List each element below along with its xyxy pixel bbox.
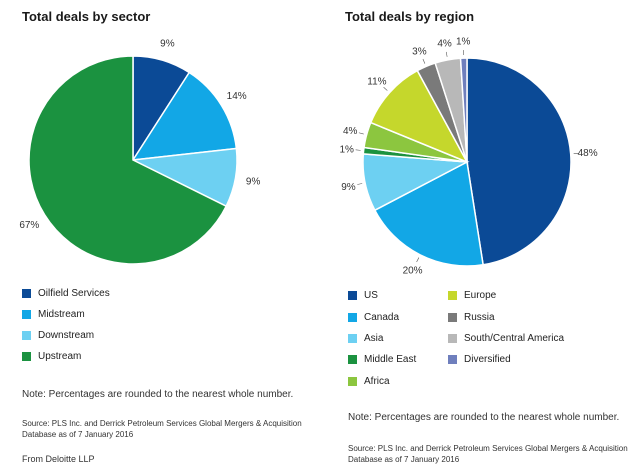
region-legend-swatch xyxy=(348,377,357,386)
region-legend-label: South/Central America xyxy=(464,333,565,344)
region-leader-africa xyxy=(358,132,364,135)
region-legend-item-africa: Africa xyxy=(348,376,390,387)
sector-legend-swatch xyxy=(22,331,31,340)
region-legend-item-russia: Russia xyxy=(448,312,495,323)
region-legend-label: Russia xyxy=(464,312,495,323)
sector-legend-label: Upstream xyxy=(38,351,82,362)
sector-legend-item-downstream: Downstream xyxy=(22,330,94,341)
region-legend-item-middle-east: Middle East xyxy=(348,354,416,365)
region-slice-europe xyxy=(369,69,469,164)
region-legend-swatch xyxy=(448,313,457,322)
region-legend-label: Europe xyxy=(464,290,497,301)
sector-chart-panel: Total deals by sector 9% 14% 9% 67% Oilfiel… xyxy=(19,9,302,439)
region-legend-label: Diversified xyxy=(464,354,511,365)
region-legend-label: Africa xyxy=(364,376,390,387)
region-label-south-central-america: 4% xyxy=(437,39,452,50)
sector-slice-midstream xyxy=(131,71,238,161)
region-label-diversified: 1% xyxy=(456,37,471,48)
sector-label-downstream: 9% xyxy=(246,177,261,188)
region-leader-europe xyxy=(383,87,388,91)
sector-legend-swatch xyxy=(22,352,31,361)
sector-legend-label: Oilfield Services xyxy=(38,288,110,299)
region-leader-canada xyxy=(416,257,420,263)
sector-legend-item-upstream: Upstream xyxy=(22,351,81,362)
region-chart-title: Total deals by region xyxy=(345,9,475,24)
region-legend-item-europe: Europe xyxy=(448,290,496,301)
sector-chart-title: Total deals by sector xyxy=(22,9,151,24)
region-legend-item-canada: Canada xyxy=(348,312,399,323)
region-chart-panel: Total deals by region 48% 20% 9% 1% 4% 11% 3% 4… xyxy=(330,0,640,473)
region-label-europe: 11% xyxy=(367,77,386,88)
region-label-middle-east: 1% xyxy=(339,144,354,155)
region-leader-russia xyxy=(422,58,426,64)
region-legend-label: Middle East xyxy=(364,354,417,365)
sector-legend-item-midstream: Midstream xyxy=(22,309,85,320)
region-slice-canada xyxy=(373,160,484,267)
region-legend-label: Canada xyxy=(364,312,400,323)
region-legend-swatch xyxy=(448,355,457,364)
region-source: Source: PLS Inc. and Derrick Petroleum S… xyxy=(348,444,628,464)
region-legend-swatch xyxy=(348,313,357,322)
region-slice-us xyxy=(466,57,572,266)
sector-source: Source: PLS Inc. and Derrick Petroleum S… xyxy=(22,419,302,439)
region-label-africa: 4% xyxy=(343,126,358,137)
sector-pie-chart: 9% 14% 9% 67% xyxy=(19,38,261,265)
region-legend-label: Asia xyxy=(364,333,384,344)
region-leader-south-central-america xyxy=(445,51,448,57)
region-legend-swatch xyxy=(448,334,457,343)
sector-legend-label: Midstream xyxy=(38,309,85,320)
region-label-asia: 9% xyxy=(341,182,356,193)
region-legend-item-diversified: Diversified xyxy=(448,354,511,365)
region-legend-item-south-central-america: South/Central America xyxy=(448,333,564,344)
region-note: Note: Percentages are rounded to the nea… xyxy=(348,412,620,423)
region-leader-middle-east xyxy=(355,149,361,151)
region-label-russia: 3% xyxy=(412,46,427,57)
region-leader-asia xyxy=(357,183,363,185)
sector-label-oilfield-services: 9% xyxy=(160,38,175,49)
region-pie-chart: 48% 20% 9% 1% 4% 11% 3% 4% 1% xyxy=(339,37,598,277)
sector-label-upstream: 67% xyxy=(19,220,39,231)
region-legend-label: US xyxy=(364,290,378,301)
region-label-us: 48% xyxy=(578,148,598,159)
sector-legend-label: Downstream xyxy=(38,330,95,341)
region-legend-swatch xyxy=(348,355,357,364)
region-slice-diversified xyxy=(459,57,468,163)
sector-note: Note: Percentages are rounded to the nea… xyxy=(22,389,294,400)
sector-legend-swatch xyxy=(22,310,31,319)
region-legend-item-us: US xyxy=(348,290,378,301)
sector-legend-swatch xyxy=(22,289,31,298)
region-label-canada: 20% xyxy=(403,266,423,277)
region-legend-swatch xyxy=(348,291,357,300)
sector-label-midstream: 14% xyxy=(227,91,247,102)
sector-legend-item-oilfield-services: Oilfield Services xyxy=(22,288,110,299)
sector-slice-upstream xyxy=(28,55,228,265)
footer-credit: From Deloitte LLP xyxy=(22,454,95,464)
region-legend-swatch xyxy=(448,291,457,300)
region-legend-item-asia: Asia xyxy=(348,333,383,344)
region-legend-swatch xyxy=(348,334,357,343)
